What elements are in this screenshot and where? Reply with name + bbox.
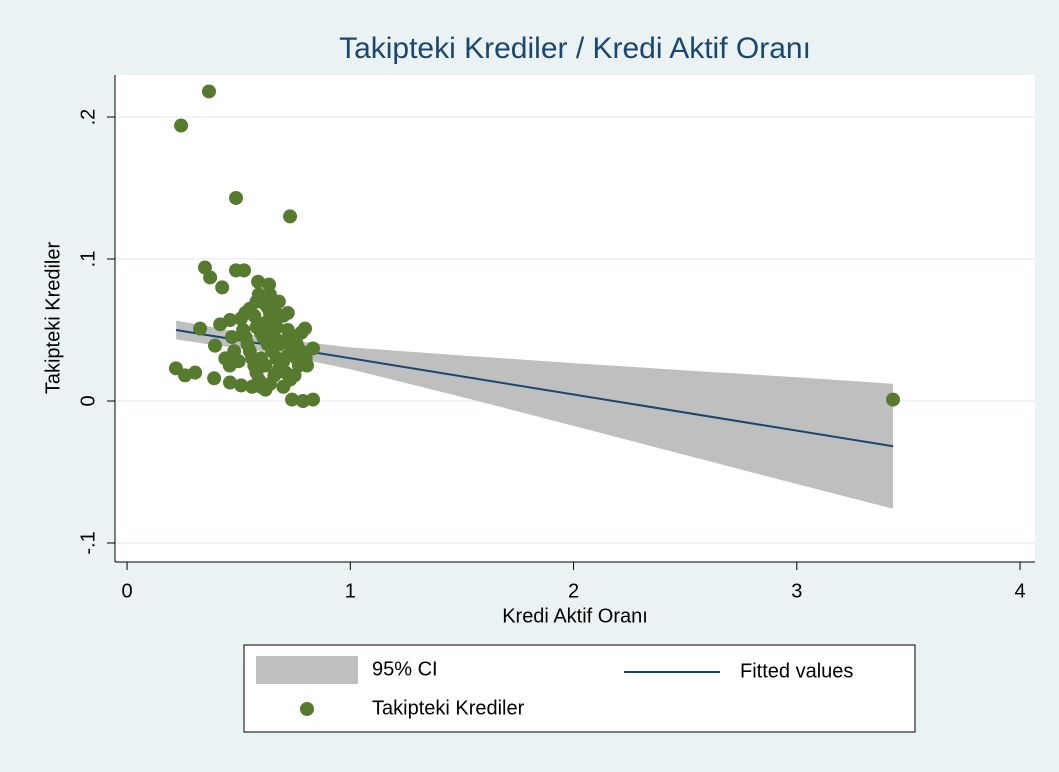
scatter-point: [254, 325, 269, 340]
scatter-point: [188, 365, 203, 380]
scatter-point: [251, 274, 266, 289]
y-axis-label: Takipteki Krediler: [42, 242, 64, 395]
scatter-point: [224, 330, 239, 345]
scatter-point: [201, 84, 216, 99]
scatter-point: [886, 392, 901, 407]
scatter-point: [294, 325, 309, 340]
scatter-point: [222, 313, 237, 328]
scatter-point: [276, 334, 291, 349]
legend-swatch: [300, 702, 314, 716]
scatter-point: [228, 190, 243, 205]
scatter-point: [262, 287, 277, 302]
scatter-point: [276, 379, 291, 394]
scatter-point: [222, 375, 237, 390]
y-tick-label: .2: [77, 109, 99, 126]
scatter-point: [203, 270, 218, 285]
scatter-point: [267, 301, 282, 316]
y-tick-label: .1: [77, 251, 99, 268]
scatter-point: [208, 338, 223, 353]
x-tick-label: 2: [568, 580, 579, 602]
legend-label: Takipteki Krediler: [372, 697, 525, 719]
scatter-point: [283, 209, 298, 224]
x-tick-label: 0: [121, 580, 132, 602]
chart-title: Takipteki Krediler / Kredi Aktif Oranı: [339, 32, 811, 65]
scatter-point: [285, 392, 300, 407]
x-tick-label: 1: [345, 580, 356, 602]
legend-label: Fitted values: [740, 660, 853, 682]
x-tick-label: 4: [1014, 580, 1025, 602]
y-tick-label: 0: [77, 395, 99, 406]
scatter-point: [215, 280, 230, 295]
x-tick-label: 3: [791, 580, 802, 602]
scatter-point: [234, 378, 249, 393]
legend-label: 95% CI: [372, 658, 438, 680]
scatter-point: [306, 392, 321, 407]
scatter-point: [306, 341, 321, 356]
scatter-point: [174, 118, 189, 133]
scatter-point: [207, 371, 222, 386]
ci-band: [176, 320, 894, 509]
scatter-point: [238, 305, 253, 320]
scatter-point: [193, 321, 208, 336]
y-tick-label: -.1: [77, 531, 99, 554]
scatter-point: [237, 263, 252, 278]
scatter-point: [289, 351, 304, 366]
x-axis-label: Kredi Aktif Oranı: [502, 605, 648, 627]
scatter-point: [258, 358, 273, 373]
scatter-point: [280, 305, 295, 320]
scatter-point: [245, 379, 260, 394]
legend-swatch: [256, 656, 358, 684]
scatter-point: [218, 351, 233, 366]
